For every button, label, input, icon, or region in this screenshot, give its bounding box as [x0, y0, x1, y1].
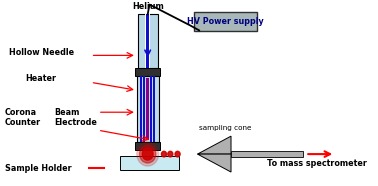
Text: sampling cone: sampling cone — [199, 125, 252, 131]
Text: Corona: Corona — [5, 108, 37, 117]
Circle shape — [139, 145, 156, 163]
Bar — [138, 15, 158, 68]
Text: Counter: Counter — [5, 118, 41, 127]
Text: To mass spectrometer: To mass spectrometer — [267, 159, 367, 168]
Bar — [146, 78, 149, 140]
Circle shape — [142, 148, 153, 160]
Bar — [153, 76, 155, 142]
Circle shape — [175, 151, 180, 157]
Bar — [150, 76, 152, 142]
FancyBboxPatch shape — [194, 12, 257, 31]
Text: Hollow Needle: Hollow Needle — [9, 48, 74, 57]
Circle shape — [137, 142, 158, 166]
Bar — [145, 15, 150, 68]
Text: Sample Holder: Sample Holder — [5, 163, 71, 173]
Circle shape — [161, 151, 167, 157]
Text: HV Power supply: HV Power supply — [187, 17, 264, 26]
Bar — [121, 156, 180, 170]
Circle shape — [168, 151, 173, 157]
Bar — [137, 76, 158, 142]
Text: Heater: Heater — [25, 74, 56, 83]
Text: Electrode: Electrode — [54, 118, 97, 127]
Text: Beam: Beam — [54, 108, 80, 117]
Polygon shape — [197, 154, 231, 172]
Text: Helium: Helium — [132, 2, 164, 12]
Bar — [231, 151, 304, 157]
Bar — [140, 76, 143, 142]
Bar — [135, 68, 160, 76]
Polygon shape — [197, 136, 231, 154]
Bar — [135, 142, 160, 150]
Bar — [146, 15, 149, 68]
Bar — [143, 76, 145, 142]
